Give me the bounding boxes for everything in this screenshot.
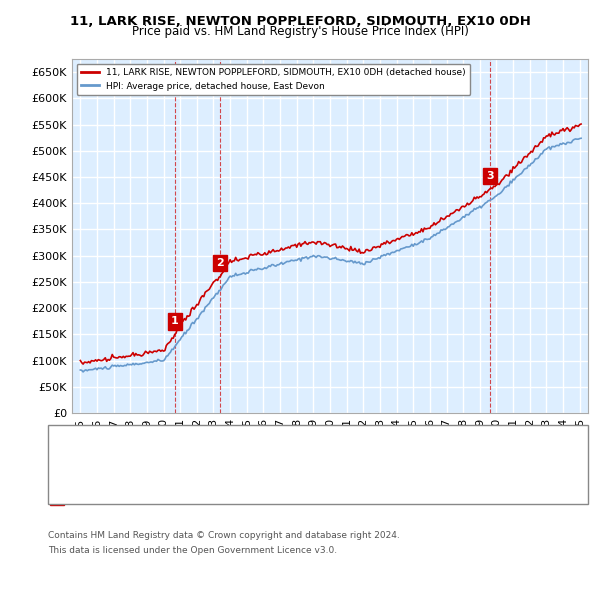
HPI: Average price, detached house, East Devon: (2.02e+03, 3.6e+05): Average price, detached house, East Devo… (448, 221, 455, 228)
Text: 09-AUG-2019: 09-AUG-2019 (93, 492, 167, 502)
Text: This data is licensed under the Open Government Licence v3.0.: This data is licensed under the Open Gov… (48, 546, 337, 555)
Text: 1: 1 (53, 435, 61, 444)
Text: £260,000: £260,000 (228, 464, 282, 474)
Legend: 11, LARK RISE, NEWTON POPPLEFORD, SIDMOUTH, EX10 0DH (detached house), HPI: Aver: 11, LARK RISE, NEWTON POPPLEFORD, SIDMOU… (77, 64, 470, 95)
11, LARK RISE, NEWTON POPPLEFORD, SIDMOUTH, EX10 0DH (detached house) (251, 251, 259, 258)
Text: 30-MAY-2003: 30-MAY-2003 (93, 464, 167, 474)
11, LARK RISE, NEWTON POPPLEFORD, SIDMOUTH, EX10 0DH (detached house) (448, 210, 455, 217)
HPI: Average price, detached house, East Devon: (2.01e+03, 2.74e+05): Average price, detached house, East Devo… (251, 266, 259, 273)
Text: £425,000: £425,000 (228, 492, 282, 502)
Text: 2: 2 (217, 258, 224, 268)
Text: 11, LARK RISE, NEWTON POPPLEFORD, SIDMOUTH, EX10 0DH: 11, LARK RISE, NEWTON POPPLEFORD, SIDMOU… (70, 15, 530, 28)
HPI: Average price, detached house, East Devon: (2.02e+03, 4.49e+05): Average price, detached house, East Devo… (512, 174, 520, 181)
HPI: Average price, detached house, East Devon: (2e+03, 7.83e+04): Average price, detached house, East Devo… (79, 368, 86, 375)
Text: 1% ↓ HPI: 1% ↓ HPI (342, 492, 396, 502)
11, LARK RISE, NEWTON POPPLEFORD, SIDMOUTH, EX10 0DH (detached house) (439, 215, 446, 222)
Text: 4% ↑ HPI: 4% ↑ HPI (342, 464, 396, 474)
Text: 3: 3 (486, 171, 494, 181)
Text: 3: 3 (53, 492, 61, 502)
HPI: Average price, detached house, East Devon: (2.02e+03, 3.48e+05): Average price, detached house, East Devo… (439, 227, 446, 234)
Line: HPI: Average price, detached house, East Devon: HPI: Average price, detached house, East… (80, 138, 581, 372)
Text: Price paid vs. HM Land Registry's House Price Index (HPI): Price paid vs. HM Land Registry's House … (131, 25, 469, 38)
11, LARK RISE, NEWTON POPPLEFORD, SIDMOUTH, EX10 0DH (detached house) (577, 120, 584, 127)
11, LARK RISE, NEWTON POPPLEFORD, SIDMOUTH, EX10 0DH (detached house) (451, 208, 458, 215)
Text: £150,000: £150,000 (228, 435, 282, 444)
11, LARK RISE, NEWTON POPPLEFORD, SIDMOUTH, EX10 0DH (detached house) (512, 163, 520, 170)
11, LARK RISE, NEWTON POPPLEFORD, SIDMOUTH, EX10 0DH (detached house) (337, 244, 344, 251)
Text: 2: 2 (53, 464, 61, 474)
Text: 05-SEP-2000: 05-SEP-2000 (93, 435, 167, 444)
HPI: Average price, detached house, East Devon: (2.03e+03, 5.24e+05): Average price, detached house, East Devo… (577, 135, 584, 142)
Text: Contains HM Land Registry data © Crown copyright and database right 2024.: Contains HM Land Registry data © Crown c… (48, 531, 400, 540)
HPI: Average price, detached house, East Devon: (2.02e+03, 3.63e+05): Average price, detached house, East Devo… (451, 219, 458, 226)
Text: 4% ↓ HPI: 4% ↓ HPI (342, 435, 396, 444)
11, LARK RISE, NEWTON POPPLEFORD, SIDMOUTH, EX10 0DH (detached house) (79, 360, 86, 368)
HPI: Average price, detached house, East Devon: (2e+03, 8.2e+04): Average price, detached house, East Devo… (77, 366, 84, 373)
Text: 1: 1 (171, 316, 179, 326)
11, LARK RISE, NEWTON POPPLEFORD, SIDMOUTH, EX10 0DH (detached house) (77, 357, 84, 364)
HPI: Average price, detached house, East Devon: (2.01e+03, 2.91e+05): Average price, detached house, East Devo… (337, 257, 344, 264)
Line: 11, LARK RISE, NEWTON POPPLEFORD, SIDMOUTH, EX10 0DH (detached house): 11, LARK RISE, NEWTON POPPLEFORD, SIDMOU… (80, 124, 581, 364)
